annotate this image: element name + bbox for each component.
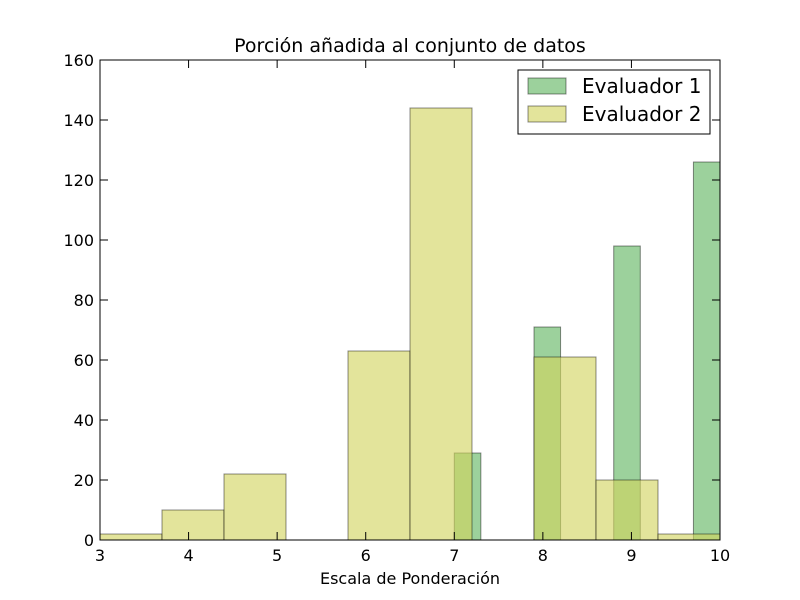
legend-swatch-1 — [527, 77, 567, 95]
y-tick-label: 20 — [74, 471, 94, 490]
bar-series2-1 — [161, 509, 225, 541]
y-tick-label: 120 — [63, 171, 94, 190]
bar-series2-7 — [533, 356, 597, 541]
bar-series2-4 — [347, 350, 411, 541]
chart-title: Porción añadida al conjunto de datos — [234, 35, 586, 57]
x-tick-label: 7 — [449, 546, 459, 565]
x-tick-label: 6 — [361, 546, 371, 565]
legend: Evaluador 1 Evaluador 2 — [517, 69, 711, 135]
y-tick-label: 40 — [74, 411, 94, 430]
x-tick-label: 4 — [183, 546, 193, 565]
legend-label-1: Evaluador 1 — [582, 74, 701, 98]
x-tick-label: 9 — [626, 546, 636, 565]
y-tick-label: 80 — [74, 291, 94, 310]
y-tick-label: 0 — [84, 531, 94, 550]
y-tick-label: 140 — [63, 111, 94, 130]
y-tick-label: 60 — [74, 351, 94, 370]
y-tick-label: 100 — [63, 231, 94, 250]
bar-series2-5 — [409, 107, 473, 541]
x-axis-title: Escala de Ponderación — [320, 569, 500, 588]
x-tick-label: 10 — [710, 546, 730, 565]
legend-label-2: Evaluador 2 — [582, 102, 701, 126]
bars-layer — [99, 107, 721, 541]
y-tick-label: 160 — [63, 51, 94, 70]
bar-series2-8 — [595, 479, 659, 541]
bar-series2-2 — [223, 473, 287, 541]
x-tick-label: 3 — [95, 546, 105, 565]
bar-series2-0 — [99, 533, 163, 541]
bar-series1-3 — [692, 161, 721, 541]
legend-swatch-2 — [527, 105, 567, 123]
x-tick-label: 8 — [538, 546, 548, 565]
bar-series2-9 — [657, 533, 721, 541]
x-tick-label: 5 — [272, 546, 282, 565]
